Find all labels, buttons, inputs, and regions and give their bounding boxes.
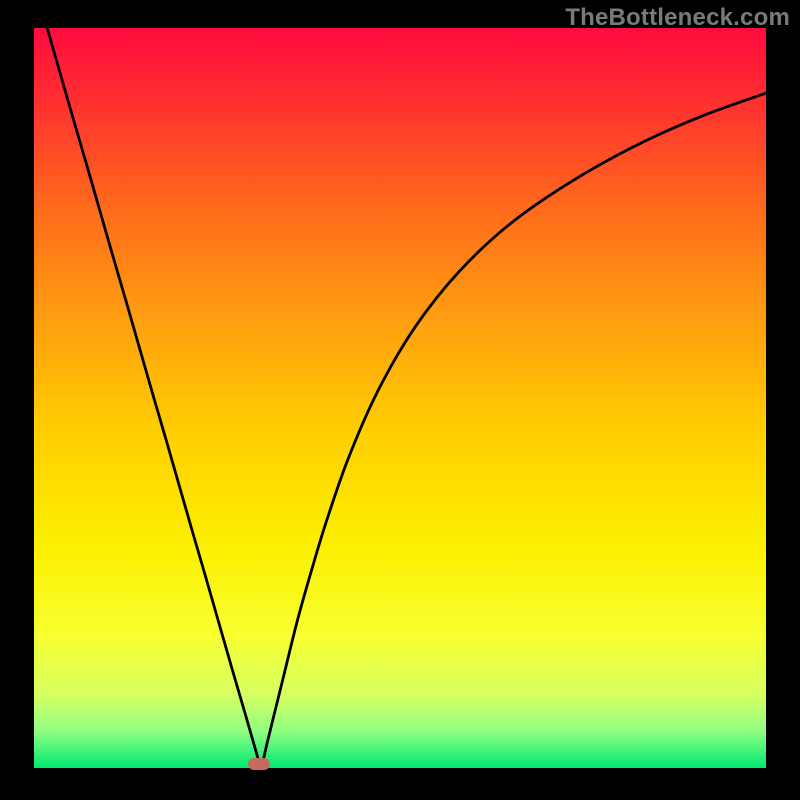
bottleneck-marker bbox=[248, 758, 270, 770]
bottleneck-curve bbox=[34, 28, 766, 768]
chart-frame: TheBottleneck.com bbox=[0, 0, 800, 800]
plot-area bbox=[34, 28, 766, 768]
